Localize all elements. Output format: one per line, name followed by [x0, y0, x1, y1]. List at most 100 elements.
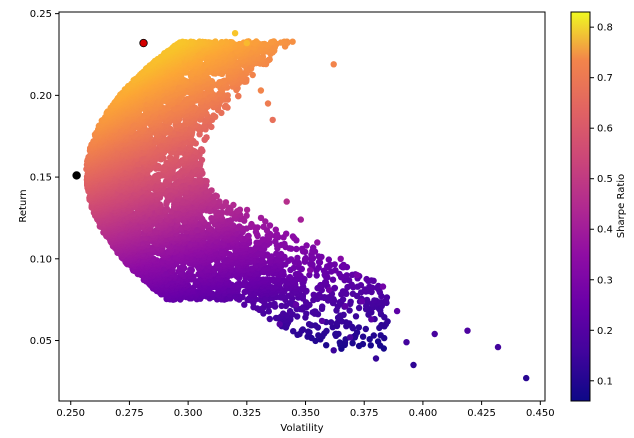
data-point: [354, 271, 361, 279]
data-point: [494, 343, 502, 351]
data-point: [248, 220, 255, 228]
data-point: [431, 330, 438, 338]
data-point: [323, 342, 330, 349]
data-point: [302, 254, 309, 262]
data-point: [313, 272, 320, 279]
data-point: [323, 327, 330, 335]
data-point: [287, 256, 295, 263]
data-point: [315, 291, 323, 299]
data-point: [300, 304, 307, 311]
data-point: [253, 239, 260, 246]
data-point: [286, 274, 294, 281]
data-point: [355, 304, 363, 312]
data-point: [280, 277, 287, 284]
data-point: [330, 347, 337, 354]
data-point: [272, 314, 280, 322]
data-point: [366, 283, 373, 290]
data-point: [464, 327, 471, 334]
data-point: [340, 311, 347, 318]
data-point: [303, 310, 310, 317]
data-point: [340, 261, 347, 269]
data-point: [345, 277, 353, 284]
data-point: [362, 325, 369, 333]
data-point: [346, 334, 354, 341]
data-point: [339, 288, 347, 295]
data-point: [349, 271, 356, 278]
data-point: [257, 296, 264, 303]
data-point: [383, 294, 391, 301]
data-point: [257, 214, 265, 222]
data-point: [155, 171, 162, 178]
data-point: [236, 223, 243, 230]
data-point: [310, 291, 317, 298]
data-point: [370, 332, 377, 339]
data-point: [349, 340, 356, 347]
data-point: [355, 324, 363, 331]
data-point: [332, 330, 340, 337]
data-point: [307, 267, 314, 274]
data-point: [278, 302, 285, 310]
data-point: [331, 284, 339, 292]
data-point: [230, 201, 237, 209]
data-point: [290, 264, 298, 272]
data-point: [363, 296, 371, 304]
data-point: [327, 261, 334, 269]
data-point: [310, 244, 317, 251]
data-point: [410, 361, 417, 369]
data-point: [236, 280, 243, 287]
data-point: [349, 290, 357, 297]
data-point: [315, 264, 322, 271]
data-point: [372, 355, 380, 362]
data-point: [260, 276, 267, 283]
data-point: [292, 301, 300, 308]
data-point: [523, 374, 530, 382]
data-point: [403, 339, 410, 346]
data-point: [318, 317, 326, 325]
data-point: [272, 226, 279, 233]
data-point: [283, 230, 290, 237]
data-point: [337, 255, 344, 262]
data-point: [212, 192, 219, 199]
data-point: [283, 198, 290, 205]
data-point: [367, 342, 374, 349]
data-point: [305, 328, 312, 335]
data-point: [265, 308, 272, 315]
data-point: [374, 338, 382, 345]
data-point: [393, 307, 401, 315]
data-point: [297, 216, 304, 223]
data-point: [314, 239, 321, 246]
data-point: [325, 286, 333, 294]
data-point: [315, 332, 322, 339]
data-point: [222, 199, 230, 206]
data-point: [342, 303, 349, 310]
data-point: [336, 339, 343, 346]
data-point: [359, 333, 367, 340]
data-point: [198, 146, 205, 153]
data-point: [273, 250, 280, 257]
data-point: [241, 301, 248, 308]
data-point: [379, 283, 387, 290]
data-point: [339, 296, 347, 303]
data-point: [299, 326, 306, 333]
data-point: [286, 307, 294, 315]
data-point: [289, 233, 297, 240]
data-points: [83, 30, 530, 382]
data-point: [306, 271, 313, 279]
data-point: [305, 321, 313, 328]
data-point: [371, 297, 378, 304]
data-point: [353, 329, 361, 336]
data-point: [294, 254, 301, 262]
data-point: [347, 298, 354, 305]
data-point: [346, 307, 353, 314]
data-point: [363, 275, 370, 283]
data-point: [325, 256, 332, 263]
data-point: [329, 276, 337, 283]
data-point: [377, 332, 384, 339]
data-point: [366, 336, 373, 343]
data-point: [236, 206, 244, 213]
data-point: [343, 272, 350, 279]
data-point: [317, 281, 324, 289]
data-point: [243, 206, 251, 214]
data-point: [311, 308, 318, 315]
